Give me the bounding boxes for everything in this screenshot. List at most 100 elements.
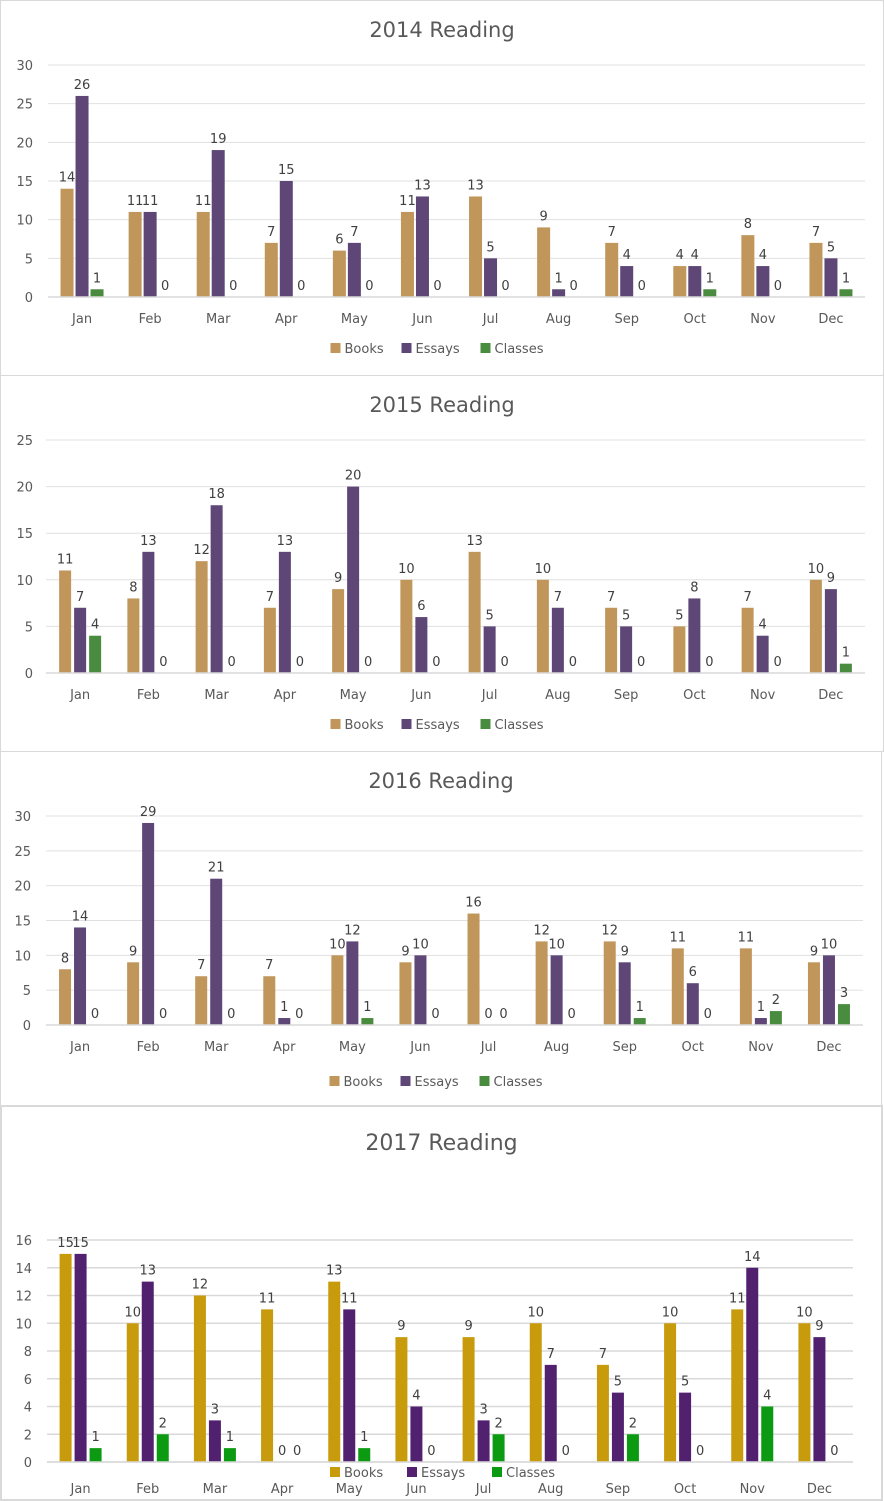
bar-essays-jan: [74, 607, 87, 673]
legend-label-essays: Essays: [416, 342, 460, 357]
x-tick-label: Apr: [275, 312, 298, 327]
chart-title: 2016 Reading: [368, 769, 513, 793]
data-label: 16: [465, 896, 482, 911]
y-tick-label: 20: [14, 880, 31, 895]
data-label: 9: [397, 1319, 405, 1334]
data-label: 12: [344, 923, 361, 938]
bar-essays-mar: [211, 150, 225, 297]
bar-essays-jun: [415, 617, 428, 673]
data-label: 1: [226, 1430, 234, 1445]
data-label: 0: [278, 1444, 286, 1459]
x-tick-label: Sep: [606, 1482, 631, 1497]
x-tick-label: Nov: [750, 688, 776, 703]
data-label: 10: [412, 937, 429, 952]
data-label: 10: [796, 1305, 813, 1320]
legend-swatch-essays: [401, 343, 412, 353]
data-label: 2: [159, 1416, 167, 1431]
data-label: 11: [341, 1291, 358, 1306]
data-label: 4: [758, 618, 766, 633]
bar-essays-nov: [756, 266, 770, 297]
x-tick-label: Aug: [545, 688, 570, 703]
data-label: 0: [705, 655, 713, 670]
bar-books-apr: [264, 242, 278, 297]
y-tick-label: 10: [16, 574, 33, 589]
y-tick-label: 30: [16, 59, 33, 74]
data-label: 12: [193, 543, 210, 558]
data-label: 1: [363, 1000, 371, 1015]
bar-books-dec: [809, 242, 823, 297]
y-tick-label: 15: [16, 527, 33, 542]
data-label: 5: [485, 608, 493, 623]
bar-books-jul: [468, 551, 481, 673]
data-label: 0: [229, 279, 237, 294]
data-label: 11: [259, 1291, 276, 1306]
data-label: 0: [569, 655, 577, 670]
bar-essays-may: [346, 941, 359, 1025]
data-label: 1: [554, 271, 562, 286]
data-label: 6: [335, 233, 343, 248]
bar-books-apr: [261, 1309, 274, 1462]
data-label: 13: [139, 1264, 156, 1279]
data-label: 14: [72, 909, 89, 924]
data-label: 0: [159, 655, 167, 670]
bar-essays-dec: [824, 589, 837, 673]
y-tick-label: 20: [16, 136, 33, 151]
bar-essays-jan: [75, 95, 89, 297]
data-label: 5: [681, 1375, 689, 1390]
bar-essays-jan: [74, 1253, 87, 1462]
data-label: 10: [124, 1305, 141, 1320]
bar-books-jun: [395, 1337, 408, 1462]
bar-books-apr: [263, 607, 276, 673]
bar-books-jul: [462, 1337, 475, 1462]
data-label: 6: [417, 599, 425, 614]
data-label: 0: [773, 655, 781, 670]
data-label: 3: [479, 1402, 487, 1417]
x-tick-label: Jul: [482, 312, 499, 327]
bar-books-oct: [673, 266, 687, 297]
bar-classes-may: [361, 1018, 374, 1025]
legend: Books Essays Classes: [330, 342, 544, 357]
bar-books-mar: [195, 561, 208, 673]
y-tick-label: 10: [14, 949, 31, 964]
bar-classes-jan: [89, 635, 102, 673]
data-label: 10: [329, 937, 346, 952]
y-tick-label: 25: [16, 434, 33, 449]
data-label: 0: [161, 279, 169, 294]
data-label: 9: [827, 571, 835, 586]
legend: Books Essays Classes: [329, 1075, 543, 1090]
legend-label-essays: Essays: [415, 1075, 459, 1090]
bar-books-nov: [731, 1309, 744, 1462]
y-tick-label: 10: [16, 214, 33, 229]
chart-svg: 2016 Reading051015202530Jan8140Feb9290Ma…: [14, 769, 863, 1090]
data-label: 0: [562, 1444, 570, 1459]
data-label: 2: [772, 993, 780, 1008]
legend-swatch-books: [330, 343, 341, 353]
legend-label-books: Books: [344, 1466, 383, 1481]
x-tick-label: Aug: [544, 1040, 569, 1055]
data-label: 0: [569, 279, 577, 294]
bar-books-sep: [596, 1364, 609, 1462]
chart-2014-reading: 2014 Reading 0 5 10 15 20 25 30 Jan 14 26 1 Feb 11 11 0…: [0, 0, 884, 376]
x-tick-label: Oct: [674, 1482, 696, 1497]
bar-books-jul: [469, 196, 483, 297]
data-label: 0: [296, 655, 304, 670]
x-tick-label: Nov: [748, 1040, 774, 1055]
bar-essays-oct: [688, 598, 701, 673]
data-label: 4: [763, 1389, 771, 1404]
data-label: 1: [706, 271, 714, 286]
bar-essays-nov: [754, 1018, 767, 1025]
data-label: 11: [195, 194, 212, 209]
data-label: 10: [535, 562, 552, 577]
data-label: 0: [638, 279, 646, 294]
bar-books-feb: [126, 1323, 139, 1462]
x-tick-label: May: [340, 688, 367, 703]
x-tick-label: Mar: [203, 1482, 228, 1497]
data-label: 1: [280, 1000, 288, 1015]
bar-books-apr: [263, 976, 276, 1025]
bar-classes-oct: [703, 289, 717, 297]
bar-essays-may: [343, 1309, 356, 1462]
legend-swatch-essays: [407, 1467, 417, 1477]
x-tick-label: Dec: [818, 688, 843, 703]
bar-classes-dec: [839, 289, 853, 297]
bar-essays-oct: [688, 266, 702, 297]
